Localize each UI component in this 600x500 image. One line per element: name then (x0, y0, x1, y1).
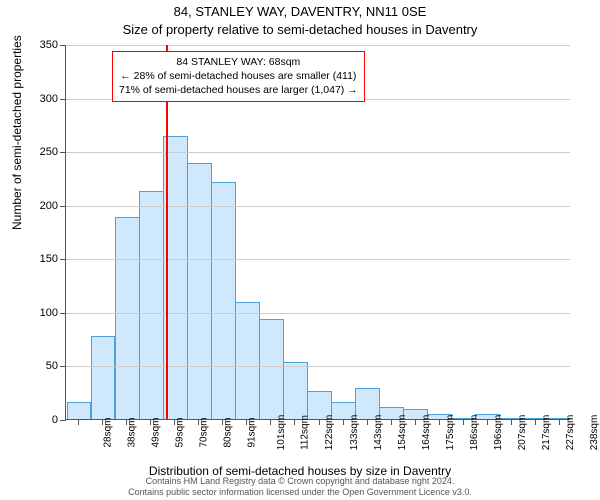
y-axis-label: Number of semi-detached properties (10, 35, 24, 230)
xtick-label: 207sqm (517, 415, 528, 451)
xtick-mark (246, 419, 247, 425)
xtick-mark (487, 419, 488, 425)
xtick-mark (126, 419, 127, 425)
ytick-mark (60, 420, 66, 421)
xtick-mark (559, 419, 560, 425)
xtick-label: 122sqm (325, 415, 336, 451)
info-box-line: 84 STANLEY WAY: 68sqm (176, 56, 300, 68)
chart-container: { "titles": { "line1": "84, STANLEY WAY,… (0, 0, 600, 500)
bar (91, 336, 116, 420)
gridline (66, 152, 570, 153)
xtick-mark (150, 419, 151, 425)
ytick-mark (60, 313, 66, 314)
gridline (66, 366, 570, 367)
xtick-mark (222, 419, 223, 425)
title-line-1: 84, STANLEY WAY, DAVENTRY, NN11 0SE (0, 4, 600, 19)
bar (187, 163, 212, 419)
xtick-label: 101sqm (276, 415, 287, 451)
bar (211, 182, 236, 419)
gridline (66, 259, 570, 260)
ytick-label: 200 (40, 200, 58, 212)
xtick-mark (511, 419, 512, 425)
footnote-line-2: Contains public sector information licen… (128, 487, 472, 497)
ytick-label: 350 (40, 39, 58, 51)
xtick-label: 238sqm (589, 415, 600, 451)
xtick-label: 70sqm (199, 417, 210, 447)
footnote: Contains HM Land Registry data © Crown c… (0, 476, 600, 499)
bar (67, 402, 92, 419)
bar (283, 362, 308, 419)
xtick-mark (198, 419, 199, 425)
ytick-label: 150 (40, 253, 58, 265)
xtick-label: 38sqm (127, 417, 138, 447)
xtick-mark (319, 419, 320, 425)
ytick-mark (60, 152, 66, 153)
title-line-2: Size of property relative to semi-detach… (0, 22, 600, 37)
ytick-mark (60, 99, 66, 100)
xtick-label: 154sqm (397, 415, 408, 451)
info-box-line: 71% of semi-detached houses are larger (… (119, 84, 358, 96)
info-box: 84 STANLEY WAY: 68sqm ← 28% of semi-detac… (112, 51, 365, 102)
info-box-line: ← 28% of semi-detached houses are smalle… (120, 70, 356, 82)
ytick-mark (60, 366, 66, 367)
xtick-label: 196sqm (493, 415, 504, 451)
xtick-mark (391, 419, 392, 425)
ytick-label: 300 (40, 93, 58, 105)
ytick-label: 250 (40, 146, 58, 158)
footnote-line-1: Contains HM Land Registry data © Crown c… (146, 476, 455, 486)
xtick-mark (343, 419, 344, 425)
ytick-label: 50 (46, 360, 58, 372)
ytick-mark (60, 45, 66, 46)
xtick-mark (439, 419, 440, 425)
xtick-label: 59sqm (175, 417, 186, 447)
bar (235, 302, 260, 419)
xtick-mark (415, 419, 416, 425)
xtick-label: 186sqm (469, 415, 480, 451)
ytick-mark (60, 259, 66, 260)
xtick-label: 49sqm (151, 417, 162, 447)
xtick-mark (174, 419, 175, 425)
xtick-label: 91sqm (247, 417, 258, 447)
bar (259, 319, 284, 419)
xtick-mark (270, 419, 271, 425)
ytick-mark (60, 206, 66, 207)
xtick-mark (463, 419, 464, 425)
xtick-label: 217sqm (541, 415, 552, 451)
bar (115, 217, 140, 419)
xtick-label: 112sqm (300, 415, 311, 450)
gridline (66, 206, 570, 207)
xtick-mark (102, 419, 103, 425)
xtick-label: 164sqm (421, 415, 432, 451)
xtick-mark (535, 419, 536, 425)
xtick-label: 80sqm (223, 417, 234, 447)
xtick-mark (367, 419, 368, 425)
xtick-label: 143sqm (373, 415, 384, 451)
plot-area: 050100150200250300350 28sqm38sqm49sqm59s… (65, 45, 570, 420)
ytick-label: 100 (40, 307, 58, 319)
xtick-label: 175sqm (445, 415, 456, 451)
bar (139, 191, 164, 419)
gridline (66, 45, 570, 46)
xtick-label: 28sqm (103, 417, 114, 447)
ytick-label: 0 (52, 414, 58, 426)
xtick-mark (294, 419, 295, 425)
xtick-label: 133sqm (349, 415, 360, 451)
gridline (66, 313, 570, 314)
xtick-label: 227sqm (565, 415, 576, 451)
xtick-mark (78, 419, 79, 425)
